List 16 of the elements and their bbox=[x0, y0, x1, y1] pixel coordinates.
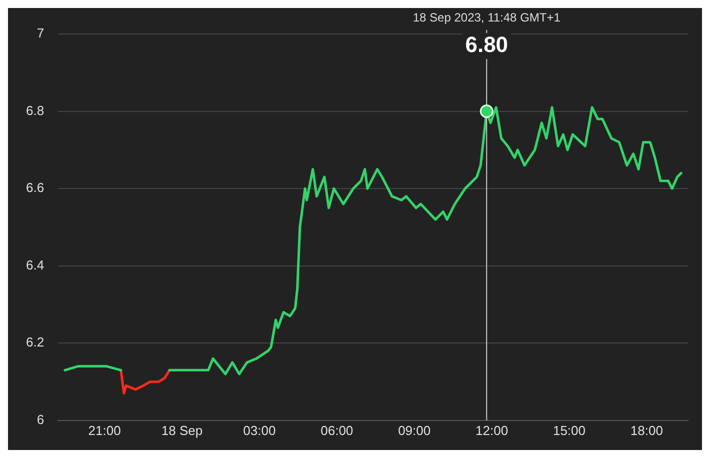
y-tick-label: 7 bbox=[36, 26, 44, 41]
x-tick-label: 21:00 bbox=[88, 422, 121, 438]
x-tick-label: 15:00 bbox=[552, 422, 586, 438]
y-tick-label: 6 bbox=[36, 412, 44, 427]
y-tick-label: 6.4 bbox=[26, 257, 44, 272]
x-tick-label: 18:00 bbox=[630, 422, 663, 438]
x-tick-label: 12:00 bbox=[476, 422, 508, 438]
x-tick-label: 06:00 bbox=[320, 422, 354, 438]
y-tick-label: 6.6 bbox=[26, 180, 44, 196]
annotation: 6.80 bbox=[465, 32, 508, 58]
y-tick-label: 6.2 bbox=[26, 334, 44, 350]
y-tick-label: 6.8 bbox=[26, 102, 44, 118]
text: 18 Sep 2023, 11:48 GMT+1 bbox=[412, 10, 561, 24]
x-tick-label: 18 Sep bbox=[161, 422, 203, 438]
x-tick-label: 09:00 bbox=[398, 422, 431, 438]
x-tick-label: 03:00 bbox=[243, 422, 276, 438]
